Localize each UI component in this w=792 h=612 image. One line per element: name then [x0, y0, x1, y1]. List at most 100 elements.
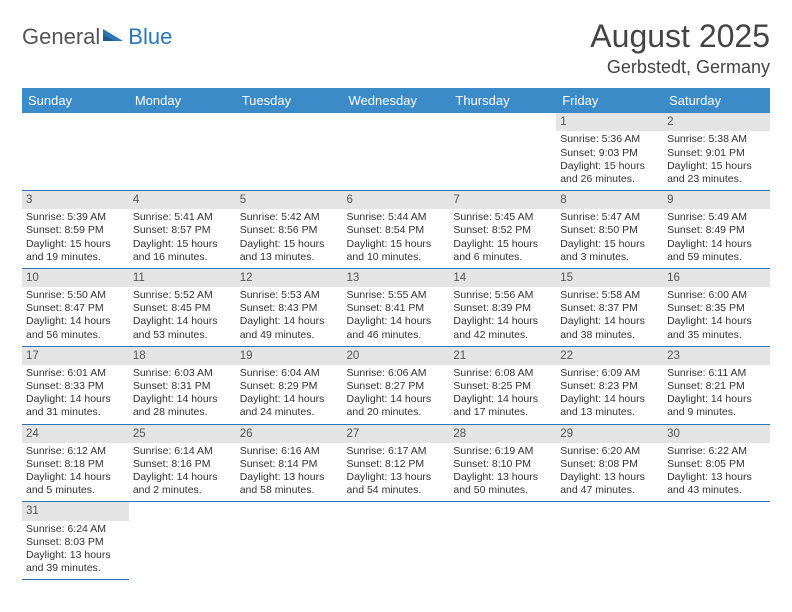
blank-cell [556, 502, 663, 521]
sunrise-text: Sunrise: 5:45 AM [453, 211, 552, 224]
sunset-text: Sunset: 8:56 PM [240, 224, 339, 237]
sunset-text: Sunset: 8:12 PM [347, 458, 446, 471]
sunrise-text: Sunrise: 6:16 AM [240, 445, 339, 458]
sunset-text: Sunset: 8:21 PM [667, 380, 766, 393]
weekday-header: Friday [556, 88, 663, 113]
day-number: 15 [556, 268, 663, 287]
sunrise-text: Sunrise: 5:49 AM [667, 211, 766, 224]
detail-row: Sunrise: 5:50 AMSunset: 8:47 PMDaylight:… [22, 287, 770, 346]
empty-cell [449, 521, 556, 580]
sunrise-text: Sunrise: 6:12 AM [26, 445, 125, 458]
day-cell: Sunrise: 5:38 AMSunset: 9:01 PMDaylight:… [663, 131, 770, 190]
day-number: 16 [663, 268, 770, 287]
day-cell: Sunrise: 6:01 AMSunset: 8:33 PMDaylight:… [22, 365, 129, 424]
daylight-text: and 38 minutes. [560, 329, 659, 342]
sunset-text: Sunset: 8:31 PM [133, 380, 232, 393]
sunrise-text: Sunrise: 6:19 AM [453, 445, 552, 458]
day-cell: Sunrise: 5:41 AMSunset: 8:57 PMDaylight:… [129, 209, 236, 268]
daylight-text: Daylight: 14 hours [240, 393, 339, 406]
sunset-text: Sunset: 8:41 PM [347, 302, 446, 315]
daylight-text: Daylight: 15 hours [347, 238, 446, 251]
daylight-text: and 3 minutes. [560, 251, 659, 264]
daylight-text: Daylight: 14 hours [560, 393, 659, 406]
sunrise-text: Sunrise: 5:41 AM [133, 211, 232, 224]
daylight-text: and 54 minutes. [347, 484, 446, 497]
sunset-text: Sunset: 8:16 PM [133, 458, 232, 471]
title-block: August 2025 Gerbstedt, Germany [590, 18, 770, 78]
daylight-text: Daylight: 13 hours [347, 471, 446, 484]
day-cell: Sunrise: 5:39 AMSunset: 8:59 PMDaylight:… [22, 209, 129, 268]
sunrise-text: Sunrise: 5:52 AM [133, 289, 232, 302]
sunrise-text: Sunrise: 5:39 AM [26, 211, 125, 224]
daylight-text: Daylight: 15 hours [560, 238, 659, 251]
daylight-text: Daylight: 14 hours [240, 315, 339, 328]
weekday-header: Monday [129, 88, 236, 113]
day-cell: Sunrise: 5:49 AMSunset: 8:49 PMDaylight:… [663, 209, 770, 268]
day-number: 11 [129, 268, 236, 287]
logo-text-blue: Blue [128, 24, 172, 50]
day-cell: Sunrise: 5:45 AMSunset: 8:52 PMDaylight:… [449, 209, 556, 268]
sunset-text: Sunset: 8:54 PM [347, 224, 446, 237]
blank-cell [449, 502, 556, 521]
sunset-text: Sunset: 8:03 PM [26, 536, 125, 549]
daylight-text: and 5 minutes. [26, 484, 125, 497]
day-cell: Sunrise: 6:11 AMSunset: 8:21 PMDaylight:… [663, 365, 770, 424]
daylight-text: and 16 minutes. [133, 251, 232, 264]
weekday-header-row: SundayMondayTuesdayWednesdayThursdayFrid… [22, 88, 770, 113]
daylight-text: Daylight: 14 hours [347, 393, 446, 406]
day-cell: Sunrise: 6:22 AMSunset: 8:05 PMDaylight:… [663, 443, 770, 502]
sunrise-text: Sunrise: 5:58 AM [560, 289, 659, 302]
sunset-text: Sunset: 8:29 PM [240, 380, 339, 393]
day-cell: Sunrise: 6:09 AMSunset: 8:23 PMDaylight:… [556, 365, 663, 424]
daylight-text: Daylight: 15 hours [133, 238, 232, 251]
sunset-text: Sunset: 9:01 PM [667, 147, 766, 160]
daylight-text: Daylight: 14 hours [453, 315, 552, 328]
sunset-text: Sunset: 8:33 PM [26, 380, 125, 393]
day-cell: Sunrise: 5:44 AMSunset: 8:54 PMDaylight:… [343, 209, 450, 268]
weekday-header: Tuesday [236, 88, 343, 113]
blank-cell [343, 113, 450, 131]
sunrise-text: Sunrise: 5:56 AM [453, 289, 552, 302]
sunrise-text: Sunrise: 6:22 AM [667, 445, 766, 458]
daylight-text: Daylight: 14 hours [453, 393, 552, 406]
day-cell: Sunrise: 5:52 AMSunset: 8:45 PMDaylight:… [129, 287, 236, 346]
day-number: 12 [236, 268, 343, 287]
day-number: 30 [663, 424, 770, 443]
day-number: 28 [449, 424, 556, 443]
day-cell: Sunrise: 6:04 AMSunset: 8:29 PMDaylight:… [236, 365, 343, 424]
calendar-table: SundayMondayTuesdayWednesdayThursdayFrid… [22, 88, 770, 580]
daylight-text: Daylight: 15 hours [453, 238, 552, 251]
daynum-row: 12 [22, 113, 770, 131]
daylight-text: and 9 minutes. [667, 406, 766, 419]
empty-cell [22, 131, 129, 190]
sunrise-text: Sunrise: 6:11 AM [667, 367, 766, 380]
daylight-text: Daylight: 13 hours [560, 471, 659, 484]
sunrise-text: Sunrise: 5:53 AM [240, 289, 339, 302]
sunset-text: Sunset: 9:03 PM [560, 147, 659, 160]
empty-cell [343, 131, 450, 190]
daylight-text: and 17 minutes. [453, 406, 552, 419]
day-number: 8 [556, 190, 663, 209]
daylight-text: Daylight: 13 hours [240, 471, 339, 484]
daylight-text: and 46 minutes. [347, 329, 446, 342]
blank-cell [663, 502, 770, 521]
sunset-text: Sunset: 8:08 PM [560, 458, 659, 471]
sunrise-text: Sunrise: 6:14 AM [133, 445, 232, 458]
day-cell: Sunrise: 5:42 AMSunset: 8:56 PMDaylight:… [236, 209, 343, 268]
day-number: 10 [22, 268, 129, 287]
sunset-text: Sunset: 8:05 PM [667, 458, 766, 471]
day-number: 7 [449, 190, 556, 209]
empty-cell [236, 131, 343, 190]
sunset-text: Sunset: 8:45 PM [133, 302, 232, 315]
daylight-text: Daylight: 15 hours [240, 238, 339, 251]
weekday-header: Saturday [663, 88, 770, 113]
daynum-row: 10111213141516 [22, 268, 770, 287]
sunset-text: Sunset: 8:18 PM [26, 458, 125, 471]
day-cell: Sunrise: 6:19 AMSunset: 8:10 PMDaylight:… [449, 443, 556, 502]
sunrise-text: Sunrise: 5:38 AM [667, 133, 766, 146]
location: Gerbstedt, Germany [590, 57, 770, 78]
blank-cell [343, 502, 450, 521]
sunset-text: Sunset: 8:50 PM [560, 224, 659, 237]
daylight-text: Daylight: 14 hours [26, 471, 125, 484]
daylight-text: and 19 minutes. [26, 251, 125, 264]
